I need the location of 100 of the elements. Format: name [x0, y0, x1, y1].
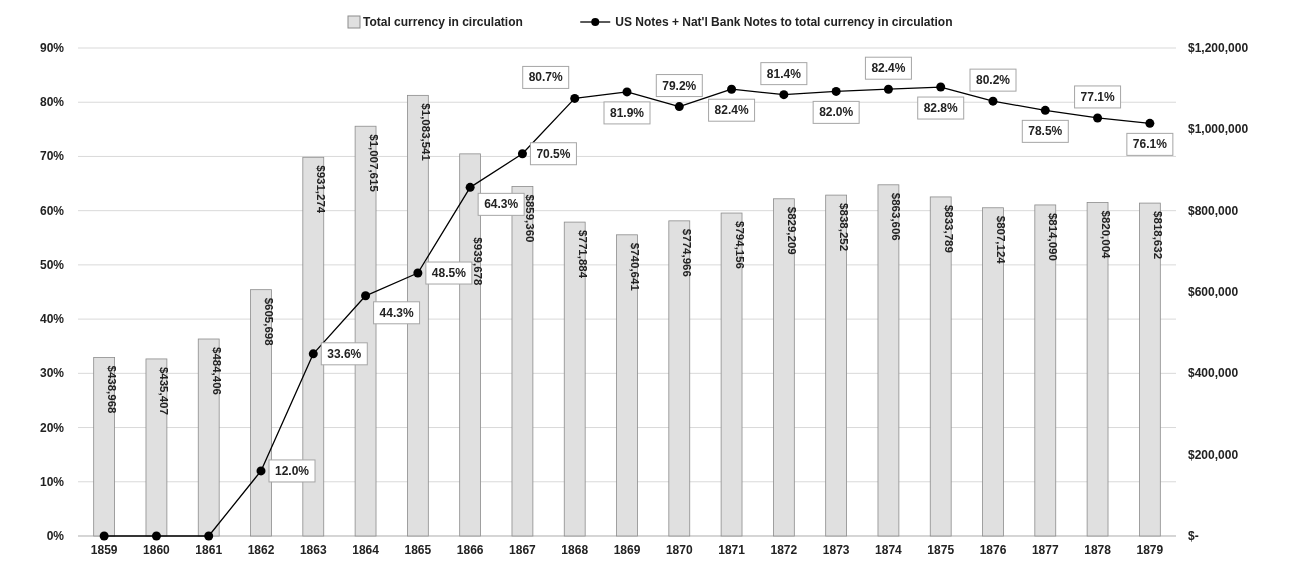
point	[1093, 113, 1103, 123]
data-label: $1,007,615	[367, 134, 380, 193]
x-tick-label: 1877	[1031, 543, 1059, 557]
x-tick-label: 1866	[456, 543, 484, 557]
point	[570, 93, 580, 103]
data-label: 70.5%	[536, 146, 571, 161]
data-label: $774,966	[681, 228, 694, 277]
y-tick-label: 10%	[39, 474, 65, 489]
point	[517, 149, 527, 159]
point	[883, 84, 893, 94]
legend-label: US Notes + Nat'l Bank Notes to total currency in circulation	[615, 15, 953, 29]
data-label: 82.4%	[714, 103, 749, 118]
x-tick-label: 1859	[90, 543, 118, 557]
x-tick-label: 1873	[822, 543, 850, 557]
data-label: $859,360	[524, 194, 537, 243]
y-tick-label: 20%	[39, 420, 65, 435]
data-label: 80.2%	[975, 73, 1011, 88]
y-tick-label: 90%	[39, 41, 65, 55]
y-tick-label: 40%	[39, 312, 65, 327]
data-label: $818,632	[1151, 211, 1164, 260]
data-label: 81.4%	[766, 66, 802, 81]
point	[779, 90, 789, 100]
data-label: 12.0%	[274, 463, 310, 478]
data-label: $838,252	[838, 203, 851, 252]
y-tick-label: 60%	[39, 203, 65, 218]
point	[151, 531, 161, 541]
point	[413, 268, 423, 278]
x-tick-label: 1867	[509, 543, 537, 557]
y-tick-label: 0%	[46, 529, 65, 543]
y2-tick-label: $-	[1188, 529, 1199, 543]
y-tick-label: 80%	[39, 95, 65, 110]
point	[361, 291, 371, 301]
x-tick-label: 1864	[352, 543, 380, 557]
data-label: $939,678	[472, 237, 485, 286]
y-tick-label: 70%	[39, 149, 65, 164]
x-tick-label: 1879	[1136, 543, 1164, 557]
data-label: $820,004	[1099, 210, 1112, 260]
data-label: 82.4%	[871, 61, 906, 76]
point	[622, 87, 632, 97]
data-label: $438,968	[106, 365, 119, 415]
point	[465, 182, 475, 192]
x-tick-label: 1865	[404, 543, 432, 557]
data-label: $484,406	[210, 347, 223, 395]
y2-tick-label: $1,000,000	[1188, 122, 1249, 137]
data-label: 44.3%	[379, 305, 414, 320]
y2-tick-label: $600,000	[1188, 285, 1239, 299]
point	[674, 102, 684, 112]
data-label: $605,698	[263, 297, 275, 347]
point	[99, 531, 109, 541]
point	[256, 466, 266, 476]
data-label: $814,090	[1047, 212, 1060, 261]
data-label: 77.1%	[1080, 89, 1115, 104]
data-label: 78.5%	[1028, 124, 1063, 139]
y2-tick-label: $200,000	[1188, 447, 1239, 462]
data-label: $740,641	[629, 242, 641, 292]
data-label: $794,156	[733, 221, 746, 270]
y2-tick-label: $800,000	[1188, 203, 1239, 218]
y-tick-label: 30%	[39, 366, 65, 381]
data-label: $807,124	[995, 215, 1007, 265]
point	[727, 84, 737, 94]
data-label: 81.9%	[609, 105, 645, 120]
x-tick-label: 1861	[195, 543, 223, 557]
legend-label: Total currency in circulation	[363, 15, 523, 29]
x-tick-label: 1870	[665, 543, 693, 557]
x-tick-label: 1875	[927, 543, 955, 557]
data-label: $829,209	[785, 206, 798, 255]
x-tick-label: 1863	[299, 543, 327, 557]
point	[936, 82, 946, 92]
data-label: 48.5%	[431, 266, 467, 281]
data-label: 76.1%	[1132, 137, 1168, 152]
point	[1040, 105, 1050, 115]
data-label: $863,606	[890, 192, 903, 241]
x-tick-label: 1862	[247, 543, 275, 557]
data-label: $435,407	[158, 366, 171, 415]
point	[831, 86, 841, 96]
x-tick-label: 1878	[1084, 543, 1112, 557]
point	[204, 531, 214, 541]
data-label: 82.0%	[819, 105, 854, 120]
data-label: $931,274	[315, 165, 328, 214]
data-label: 79.2%	[662, 78, 697, 93]
x-tick-label: 1868	[561, 543, 589, 557]
data-label: $1,083,541	[419, 103, 432, 162]
y-tick-label: 50%	[39, 257, 65, 272]
data-label: $833,789	[942, 204, 955, 253]
y2-tick-label: $1,200,000	[1188, 41, 1249, 55]
y2-tick-label: $400,000	[1188, 366, 1239, 381]
x-tick-label: 1872	[770, 543, 798, 557]
data-label: $771,884	[576, 230, 589, 279]
point	[988, 96, 998, 106]
data-label: 33.6%	[327, 346, 362, 361]
point	[308, 349, 318, 359]
x-tick-label: 1860	[143, 543, 171, 557]
point	[1145, 118, 1155, 128]
data-label: 64.3%	[484, 197, 519, 212]
x-tick-label: 1874	[875, 543, 903, 557]
x-tick-label: 1869	[613, 543, 641, 557]
x-tick-label: 1876	[979, 543, 1007, 557]
data-label: 82.8%	[923, 101, 959, 116]
data-label: 80.7%	[528, 70, 564, 85]
x-tick-label: 1871	[718, 543, 746, 557]
